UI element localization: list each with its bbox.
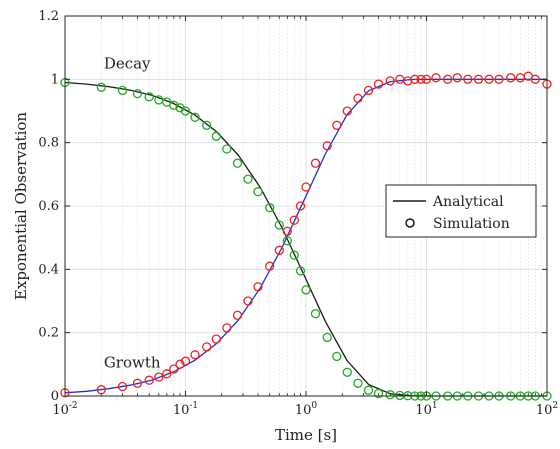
point-growth-markers: [410, 74, 420, 84]
point-growth-markers: [431, 73, 441, 83]
point-growth-markers: [373, 79, 384, 89]
legend-analytical-label: Analytical: [432, 194, 504, 210]
x-tick-label: 102: [536, 401, 558, 418]
point-growth-markers: [403, 76, 413, 86]
point-growth-markers: [282, 226, 292, 236]
point-decay-markers: [363, 385, 374, 395]
point-decay-markers: [282, 236, 292, 246]
y-tick-label: 0.8: [38, 136, 59, 151]
point-growth-markers: [332, 120, 342, 130]
point-decay-markers: [295, 266, 306, 276]
legend: Analytical Simulation: [385, 184, 537, 238]
point-decay-markers: [253, 187, 263, 197]
point-growth-markers: [175, 359, 185, 369]
point-growth-markers: [144, 375, 154, 385]
point-decay-markers: [132, 88, 143, 99]
y-tick-labels: 0 0.2 0.4 0.6 0.8 1 1.2: [38, 9, 59, 404]
point-growth-markers: [274, 245, 284, 255]
series-growth-line: [64, 78, 547, 394]
point-decay-markers: [385, 390, 395, 400]
point-decay-markers: [202, 120, 212, 130]
point-decay-markers: [301, 285, 311, 295]
legend-simulation-swatch: [405, 218, 415, 228]
x-tick-label: 101: [415, 401, 437, 418]
point-growth-markers: [494, 74, 504, 84]
point-growth-markers: [473, 74, 484, 84]
point-decay-markers: [232, 158, 243, 168]
point-growth-markers: [243, 296, 253, 306]
point-decay-markers: [144, 92, 154, 102]
point-growth-markers: [301, 182, 311, 192]
point-growth-markers: [180, 356, 191, 366]
y-tick-label: 0.2: [38, 326, 59, 341]
point-growth-markers: [117, 381, 128, 392]
point-decay-markers: [342, 367, 352, 377]
point-decay-markers: [289, 250, 299, 260]
point-decay-markers: [353, 378, 363, 388]
point-growth-markers: [253, 282, 263, 292]
point-growth-markers: [416, 74, 426, 84]
x-tick-label: 10-2: [52, 401, 77, 418]
legend-simulation-label: Simulation: [433, 216, 510, 232]
x-tick-labels: 10-2 10-1 100 101 102: [52, 401, 558, 418]
point-growth-markers: [353, 93, 363, 103]
legend-box: [385, 184, 537, 238]
y-axis-label: Exponential Observation: [12, 112, 30, 300]
point-decay-markers: [190, 112, 200, 122]
point-growth-markers: [421, 74, 432, 84]
point-decay-markers: [322, 332, 332, 343]
x-tick-label: 100: [295, 401, 318, 418]
point-growth-markers: [162, 369, 172, 379]
point-decay-markers: [169, 100, 179, 110]
point-growth-markers: [289, 215, 299, 225]
point-growth-markers: [443, 74, 453, 84]
y-tick-label: 1.2: [38, 9, 59, 24]
point-growth-markers: [363, 85, 374, 96]
point-decay-markers: [265, 202, 275, 213]
point-decay-markers: [211, 131, 221, 141]
point-decay-markers: [332, 351, 342, 362]
point-growth-markers: [190, 350, 200, 360]
point-decay-markers: [310, 309, 321, 319]
point-growth-markers: [463, 74, 473, 84]
point-growth-markers: [342, 106, 352, 116]
point-decay-markers: [117, 85, 128, 96]
point-decay-markers: [222, 144, 232, 154]
x-tick-label: 10-1: [173, 401, 198, 418]
point-growth-markers: [154, 372, 164, 382]
point-decay-markers: [96, 82, 106, 92]
annotation-growth: Growth: [104, 354, 161, 372]
point-decay-markers: [243, 174, 253, 184]
y-tick-label: 1: [51, 72, 59, 87]
point-growth-markers: [452, 73, 462, 83]
point-decay-markers: [180, 106, 191, 116]
axis-ticks: [64, 15, 548, 397]
point-growth-markers: [310, 158, 321, 168]
point-growth-markers: [265, 261, 275, 271]
point-growth-markers: [232, 310, 243, 320]
point-growth-markers: [211, 334, 221, 344]
point-decay-markers: [274, 220, 284, 230]
point-growth-markers: [295, 201, 306, 211]
point-growth-markers: [222, 323, 232, 333]
point-growth-markers: [385, 76, 395, 86]
point-growth-markers: [322, 141, 332, 151]
point-growth-markers: [202, 342, 212, 352]
x-axis-label: Time [s]: [275, 426, 337, 444]
y-tick-label: 0.4: [38, 262, 59, 277]
point-growth-markers: [484, 74, 494, 84]
y-tick-label: 0: [51, 389, 59, 404]
point-growth-markers: [506, 73, 516, 83]
point-growth-markers: [530, 74, 540, 84]
point-growth-markers: [169, 364, 179, 374]
point-decay-markers: [373, 388, 384, 399]
y-tick-label: 0.6: [38, 199, 59, 214]
annotation-decay: Decay: [104, 54, 151, 72]
point-growth-markers: [132, 378, 143, 388]
